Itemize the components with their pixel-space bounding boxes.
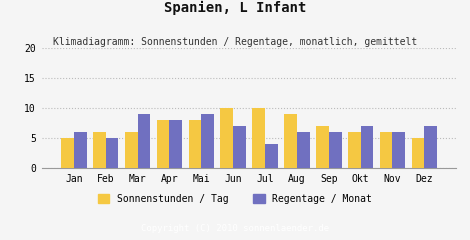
Bar <box>74 132 86 168</box>
Bar <box>93 132 106 168</box>
Bar <box>125 132 138 168</box>
Text: Copyright (C) 2010 sonnenlaender.de: Copyright (C) 2010 sonnenlaender.de <box>141 224 329 233</box>
Bar <box>233 126 246 168</box>
Bar <box>138 114 150 168</box>
Bar <box>157 120 170 168</box>
Bar <box>424 126 437 168</box>
Bar <box>188 120 201 168</box>
Bar <box>348 132 360 168</box>
Bar <box>360 126 373 168</box>
Bar <box>412 138 424 168</box>
Text: Spanien, L Infant: Spanien, L Infant <box>164 1 306 15</box>
Bar <box>220 108 233 168</box>
Bar <box>170 120 182 168</box>
Bar <box>61 138 74 168</box>
Bar <box>380 132 392 168</box>
Bar <box>201 114 214 168</box>
Text: Klimadiagramm: Sonnenstunden / Regentage, monatlich, gemittelt: Klimadiagramm: Sonnenstunden / Regentage… <box>53 37 417 47</box>
Bar <box>252 108 265 168</box>
Bar <box>329 132 342 168</box>
Bar <box>284 114 297 168</box>
Legend: Sonnenstunden / Tag, Regentage / Monat: Sonnenstunden / Tag, Regentage / Monat <box>94 190 376 208</box>
Bar <box>392 132 405 168</box>
Bar <box>106 138 118 168</box>
Bar <box>316 126 329 168</box>
Bar <box>297 132 310 168</box>
Bar <box>265 144 278 168</box>
